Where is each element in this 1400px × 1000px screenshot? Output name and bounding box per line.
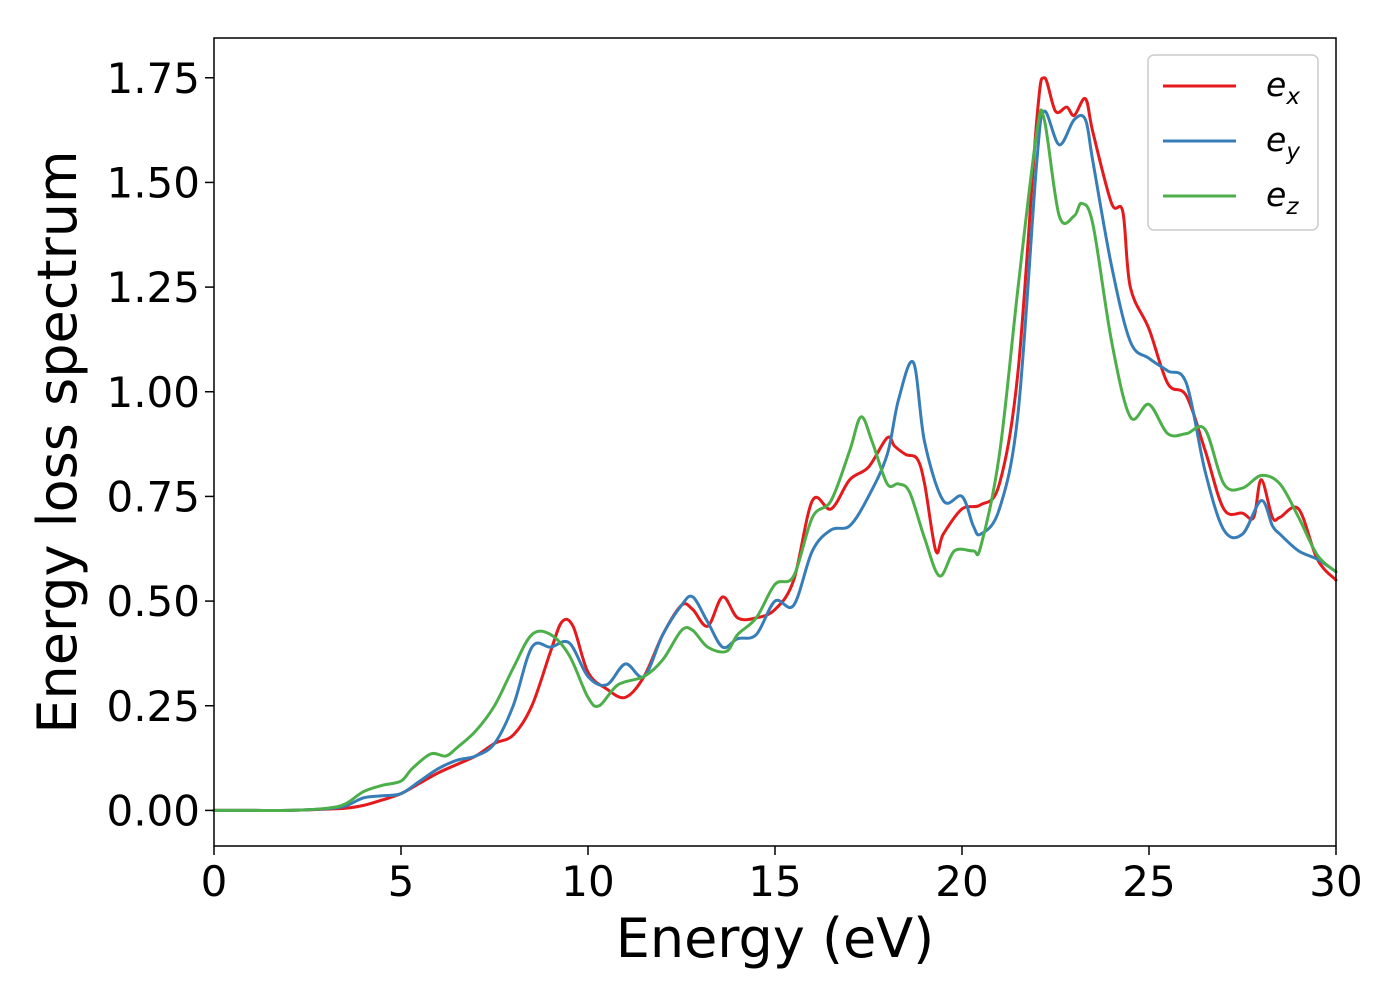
y-tick-label: 1.00 — [106, 368, 200, 417]
series-line-x — [212, 76, 1338, 813]
x-tick-label: 10 — [561, 857, 614, 906]
legend-label-subscript: z — [1285, 194, 1299, 220]
x-tick-label: 15 — [748, 857, 801, 906]
x-tick-label: 5 — [388, 857, 415, 906]
y-tick-label: 1.75 — [106, 54, 200, 103]
legend-label-subscript: y — [1285, 139, 1300, 165]
series-layer — [212, 76, 1338, 813]
series-line-z — [212, 108, 1338, 813]
x-tick-label: 0 — [201, 857, 228, 906]
legend-label-base: e — [1266, 175, 1286, 214]
x-tick-label: 25 — [1122, 857, 1175, 906]
legend-label-base: e — [1266, 120, 1286, 159]
y-tick-label: 0.25 — [106, 682, 200, 731]
x-tick-label: 30 — [1309, 857, 1362, 906]
y-tick-label: 1.25 — [106, 263, 200, 312]
legend-label-subscript: x — [1285, 84, 1300, 110]
y-axis-label: Energy loss spectrum — [26, 150, 89, 733]
y-axis: 0.00 0.25 0.50 0.75 1.00 1.25 1.50 1.75 — [106, 54, 214, 835]
y-tick-label: 0.00 — [106, 786, 200, 835]
x-tick-label: 20 — [935, 857, 988, 906]
legend-label-z: ez — [1266, 175, 1299, 220]
y-tick-label: 1.50 — [106, 158, 200, 207]
legend-label-y: ey — [1266, 120, 1300, 165]
y-tick-label: 0.50 — [106, 577, 200, 626]
legend-label-x: ex — [1266, 65, 1300, 110]
legend-label-base: e — [1266, 65, 1286, 104]
x-axis: 0 5 10 15 20 25 30 — [201, 846, 1363, 906]
x-axis-label: Energy (eV) — [616, 907, 935, 970]
series-line-y — [212, 109, 1338, 813]
y-tick-label: 0.75 — [106, 472, 200, 521]
